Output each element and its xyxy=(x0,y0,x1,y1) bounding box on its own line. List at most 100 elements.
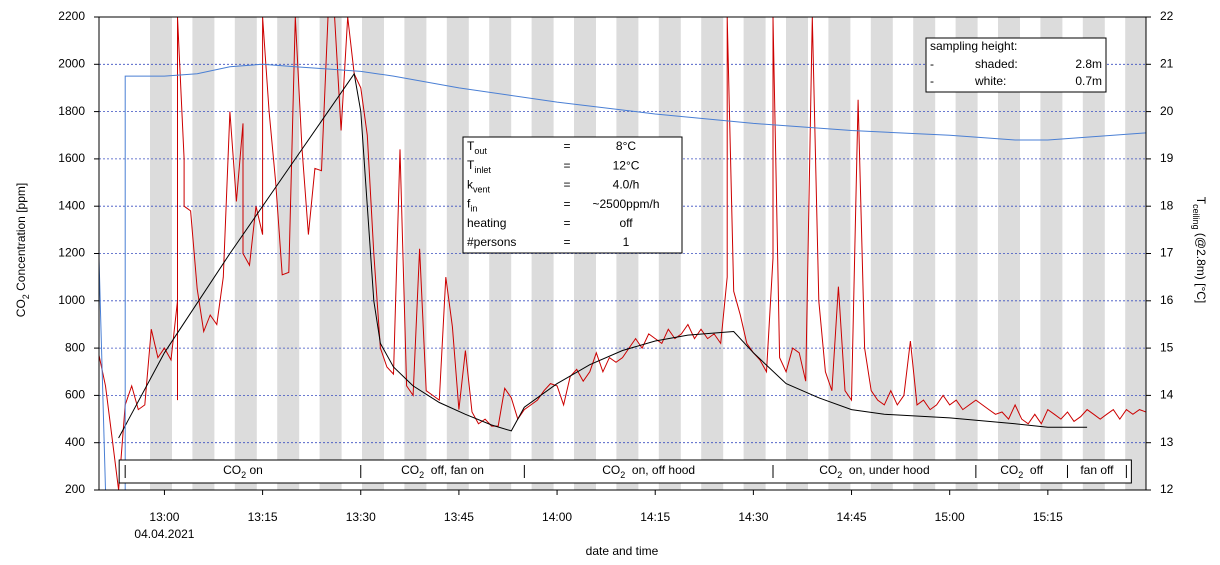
phase-label-part: CO xyxy=(401,463,419,477)
info-name: fin xyxy=(467,197,477,214)
legend-dash: - xyxy=(930,74,934,88)
y-tick-label: 1600 xyxy=(58,151,85,165)
info-name: kvent xyxy=(467,178,491,195)
info-box xyxy=(462,136,683,254)
y-axis-label-part: CO xyxy=(14,299,28,317)
x-tick-label: 14:00 xyxy=(542,510,572,524)
x-axis-label: date and time xyxy=(586,544,659,558)
y2-tick-label: 13 xyxy=(1160,435,1174,449)
shade-band xyxy=(1082,17,1105,490)
annotations: CO2 on CO2 off, fan on CO2 on, off hood CO2… xyxy=(118,37,1132,484)
phase-label-sub: 2 xyxy=(1018,470,1023,480)
series-line xyxy=(99,63,1146,490)
info-name-part: heating xyxy=(467,216,506,230)
phase-label: CO2 on, under hood xyxy=(819,463,929,480)
y2-tick-label: 22 xyxy=(1160,9,1174,23)
info-name: Tinlet xyxy=(467,158,491,175)
shading xyxy=(150,17,1146,490)
info-eq: = xyxy=(563,139,570,153)
phase-label: fan off xyxy=(1080,463,1114,477)
phase-label-part: on, under hood xyxy=(842,463,929,477)
shade-band xyxy=(870,17,893,490)
y-axis-label-sub: 2 xyxy=(21,294,31,299)
y2-axis-label-sub: ceiling xyxy=(1191,204,1201,230)
info-value: off xyxy=(619,216,633,230)
info-eq: = xyxy=(563,178,570,192)
info-value: ~2500ppm/h xyxy=(592,197,659,211)
info-name: Tout xyxy=(467,139,487,156)
phase-box xyxy=(118,459,1132,484)
phase-label-part: CO xyxy=(602,463,620,477)
phase-label-sub: 2 xyxy=(419,470,424,480)
info-name-sub: in xyxy=(470,204,477,214)
axes: 2004006008001000120014001600180020002200… xyxy=(14,9,1208,558)
y-tick-label: 400 xyxy=(65,435,85,449)
phase-label: CO2 off, fan on xyxy=(401,463,484,480)
x-tick-label: 13:15 xyxy=(248,510,278,524)
info-name-sub: vent xyxy=(473,185,491,195)
x-tick-label: 14:15 xyxy=(640,510,670,524)
info-name: heating xyxy=(467,216,506,230)
y2-tick-label: 17 xyxy=(1160,246,1174,260)
y-tick-label: 2200 xyxy=(58,9,85,23)
phase-label-part: CO xyxy=(819,463,837,477)
legend-box xyxy=(925,37,1107,93)
y2-tick-label: 12 xyxy=(1160,482,1174,496)
info-eq: = xyxy=(563,158,570,172)
y-tick-label: 1000 xyxy=(58,293,85,307)
info-name-part: T xyxy=(467,158,475,172)
info-name-part: f xyxy=(467,197,471,211)
phase-label-part: CO xyxy=(1000,463,1018,477)
plot-frame xyxy=(98,16,1147,491)
phase-label: CO2 on xyxy=(223,463,263,480)
info-name: #persons xyxy=(467,235,516,249)
phase-label-sub: 2 xyxy=(620,470,625,480)
phase-label-part: CO xyxy=(223,463,241,477)
phase-label: CO2 off xyxy=(1000,463,1043,480)
phase-label-part: off xyxy=(1023,463,1043,477)
y-axis-label: CO2 Concentration [ppm] xyxy=(14,183,31,317)
phase-label-part: off, fan on xyxy=(424,463,484,477)
y2-tick-label: 16 xyxy=(1160,293,1174,307)
y2-tick-label: 19 xyxy=(1160,151,1174,165)
x-tick-label: 15:15 xyxy=(1033,510,1063,524)
series-lines xyxy=(99,17,1146,490)
y-tick-label: 200 xyxy=(65,482,85,496)
phase-label: CO2 on, off hood xyxy=(602,463,695,480)
y-tick-label: 600 xyxy=(65,388,85,402)
info-eq: = xyxy=(563,235,570,249)
info-value: 12°C xyxy=(613,158,640,172)
legend-value: 0.7m xyxy=(1075,74,1102,88)
y2-tick-label: 14 xyxy=(1160,388,1174,402)
legend-dash: - xyxy=(930,57,934,71)
shade-band xyxy=(319,17,342,490)
x-date-label: 04.04.2021 xyxy=(134,527,194,541)
info-name-part: k xyxy=(467,178,474,192)
shade-band xyxy=(743,17,766,490)
legend-value: 2.8m xyxy=(1075,57,1102,71)
phase-label-sub: 2 xyxy=(837,470,842,480)
legend-label: shaded: xyxy=(975,57,1018,71)
shade-band xyxy=(234,17,257,490)
y-tick-label: 800 xyxy=(65,340,85,354)
series-line xyxy=(118,72,1088,439)
x-tick-label: 14:45 xyxy=(837,510,867,524)
x-tick-label: 13:00 xyxy=(149,510,179,524)
info-eq: = xyxy=(563,197,570,211)
info-name-sub: out xyxy=(474,146,487,156)
y2-tick-label: 15 xyxy=(1160,340,1174,354)
y-tick-label: 1800 xyxy=(58,104,85,118)
info-eq: = xyxy=(563,216,570,230)
info-name-part: #persons xyxy=(467,235,516,249)
shade-band xyxy=(955,17,978,490)
info-value: 8°C xyxy=(616,139,636,153)
phase-label-part: on, off hood xyxy=(625,463,695,477)
x-tick-label: 13:45 xyxy=(444,510,474,524)
legend-title: sampling height: xyxy=(930,39,1017,53)
y-tick-label: 2000 xyxy=(58,56,85,70)
info-name-sub: inlet xyxy=(474,166,491,176)
y2-tick-label: 20 xyxy=(1160,104,1174,118)
phase-label-part: fan off xyxy=(1080,463,1114,477)
y2-axis-label: Tceiling (@2.8m) [°C] xyxy=(1191,197,1208,304)
